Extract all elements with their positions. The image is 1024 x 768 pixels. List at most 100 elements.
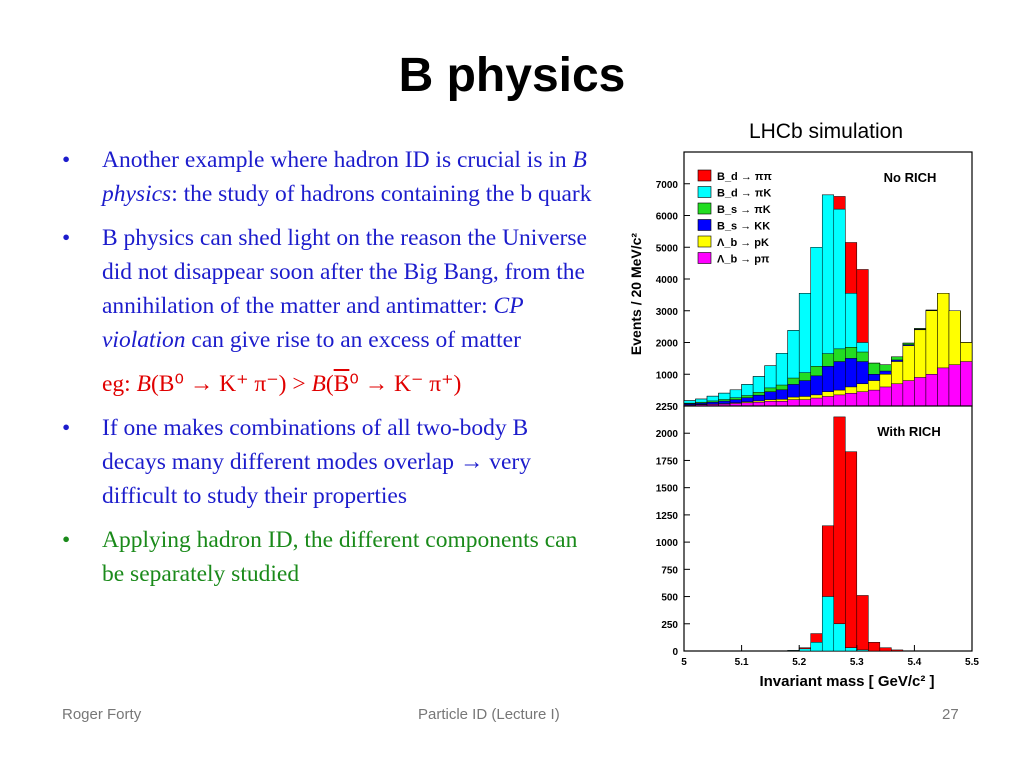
bullet-1-pre: Another example where hadron ID is cruci… [102, 147, 573, 173]
hist-bar [845, 393, 858, 407]
hist-bar [787, 399, 800, 407]
legend-swatch [697, 186, 712, 198]
x-tick-label: 5.2 [792, 657, 806, 668]
bullet-list: • Another example where hadron ID is cru… [62, 143, 597, 601]
bullet-2-post: can give rise to an excess of matter [185, 327, 521, 353]
example-b1: B [136, 371, 151, 397]
slide-title: B physics [398, 49, 626, 102]
lhcb-histogram-figure: LHCb simulation Events / 20 MeV/c² Invar… [628, 120, 979, 690]
hist-bar [856, 391, 869, 407]
hist-bar [775, 400, 788, 407]
bullet-1-post: : the study of hadrons containing the b … [171, 181, 592, 207]
hist-bar [821, 396, 835, 407]
bullet-4-text: Applying hadron ID, the different compon… [102, 527, 578, 587]
example-inequality: eg: B(B⁰ → K⁺ π⁻) > B(B⁰ → K⁻ π⁺) [62, 367, 597, 401]
y-tick-label: 6000 [656, 212, 679, 223]
bullet-dot: • [62, 415, 71, 441]
bullet-1-em: B physics [102, 147, 587, 207]
y-tick-label: 250 [661, 620, 678, 631]
hist-bar [960, 361, 973, 407]
hist-bar [902, 380, 915, 407]
hist-bar [879, 386, 892, 407]
hist-bar [821, 596, 835, 652]
legend-label: Λ_b → pπ [717, 254, 770, 266]
footer-page-number: 27 [942, 706, 959, 723]
example-bbar: B [333, 371, 350, 397]
example-prefix: eg: [102, 371, 137, 397]
legend-label: B_s → πK [717, 204, 771, 216]
hist-bar [798, 399, 811, 407]
hist-bar [879, 647, 892, 652]
y-tick-label: 4000 [656, 275, 679, 286]
hist-bar [810, 642, 823, 652]
y-tick-label: 3000 [656, 307, 679, 318]
panel-label: With RICH [877, 424, 940, 439]
bullet-dot: • [62, 527, 71, 553]
example-b2: B [311, 371, 326, 397]
legend-swatch [697, 219, 712, 231]
y-tick-label: 1000 [656, 370, 679, 381]
y-tick-label: 0 [672, 647, 678, 658]
y-tick-label: 2250 [656, 402, 679, 413]
hist-bar [810, 397, 823, 407]
hist-bar [845, 451, 858, 652]
legend-swatch [697, 169, 712, 182]
x-tick-label: 5.5 [965, 657, 979, 668]
y-tick-label: 1250 [656, 511, 679, 522]
y-tick-label: 5000 [656, 243, 679, 254]
y-tick-label: 2000 [656, 339, 679, 350]
hist-bar [856, 649, 869, 652]
y-tick-label: 1500 [656, 484, 679, 495]
chart-title: LHCb simulation [749, 120, 903, 143]
y-tick-label: 500 [661, 593, 678, 604]
hist-bar [891, 649, 904, 652]
example-rhs: ⁰ → K⁻ π⁺) [349, 371, 462, 397]
hist-bar [937, 367, 950, 407]
hist-bar [868, 642, 881, 652]
hist-bar [914, 377, 927, 407]
x-tick-label: 5.3 [850, 657, 864, 668]
bullet-2-pre: B physics can shed light on the reason t… [102, 225, 587, 319]
bullet-1: • Another example where hadron ID is cru… [62, 143, 597, 211]
y-axis-label: Events / 20 MeV/c² [628, 233, 644, 356]
legend-swatch [697, 252, 712, 264]
y-tick-label: 1000 [656, 538, 679, 549]
footer-author: Roger Forty [62, 706, 142, 723]
bullet-3-text: If one makes combinations of all two-bod… [102, 415, 531, 509]
hist-bar [833, 416, 846, 652]
x-axis-label: Invariant mass [ GeV/c² ] [759, 673, 934, 690]
hist-bar [764, 400, 777, 407]
bullet-dot: • [62, 147, 71, 173]
legend-swatch [697, 202, 712, 215]
hist-bar [833, 623, 846, 652]
legend-label: B_d → πK [717, 188, 771, 200]
y-tick-label: 750 [661, 565, 678, 576]
hist-bar [845, 647, 858, 652]
example-open: ( [325, 371, 334, 397]
hist-bar [798, 648, 811, 652]
y-tick-label: 2000 [656, 429, 679, 440]
x-tick-label: 5 [681, 657, 687, 668]
legend-label: B_s → KK [717, 221, 770, 233]
legend-swatch [697, 235, 712, 248]
x-tick-label: 5.1 [735, 657, 749, 668]
footer-lecture: Particle ID (Lecture I) [418, 706, 560, 723]
x-tick-label: 5.4 [907, 657, 921, 668]
example-lhs: (B⁰ → K⁺ π⁻) > [150, 371, 312, 397]
legend-label: Λ_b → pK [717, 237, 769, 249]
hist-bar [925, 374, 938, 407]
bullet-2: • B physics can shed light on the reason… [62, 221, 597, 357]
hist-bar [868, 389, 881, 407]
hist-bar [833, 394, 846, 407]
bullet-4: • Applying hadron ID, the different comp… [62, 523, 597, 591]
y-tick-label: 7000 [656, 180, 679, 191]
bullet-3: • If one makes combinations of all two-b… [62, 411, 597, 513]
bullet-dot: • [62, 225, 71, 251]
panel-label: No RICH [884, 170, 937, 185]
legend-label: B_d → ππ [717, 171, 772, 183]
hist-bar [856, 595, 869, 652]
hist-bar [891, 383, 904, 407]
y-tick-label: 1750 [656, 456, 679, 467]
hist-bar [948, 364, 961, 407]
hist-bar [787, 650, 800, 652]
